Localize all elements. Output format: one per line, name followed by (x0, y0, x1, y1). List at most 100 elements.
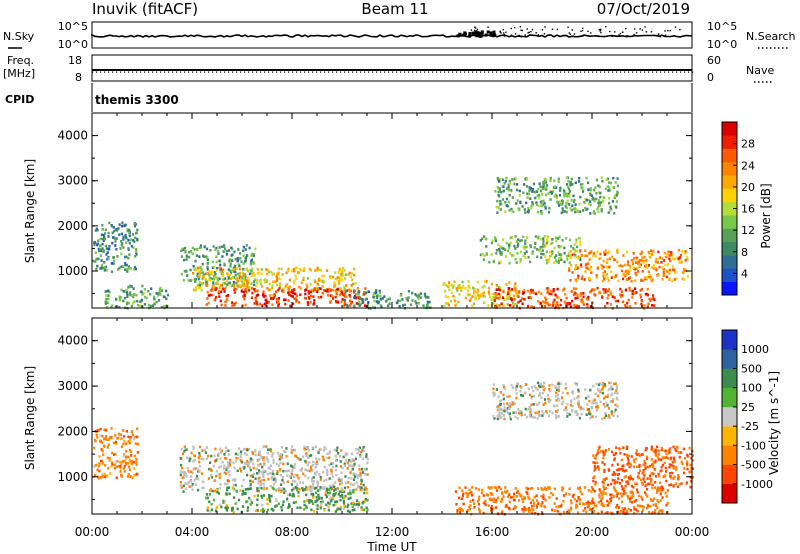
echo-cell (552, 288, 555, 291)
echo-cell (213, 271, 216, 274)
echo-cell (644, 276, 647, 279)
freq-trace (92, 69, 694, 73)
echo-cell (573, 207, 576, 210)
echo-cell (261, 503, 264, 507)
echo-cell (677, 451, 680, 454)
echo-cell (223, 453, 226, 456)
echo-cell (629, 497, 632, 501)
echo-cell (210, 454, 213, 458)
echo-cell (519, 494, 522, 498)
nave-point (536, 71, 538, 73)
echo-cell (244, 248, 247, 251)
echo-cell (481, 488, 484, 492)
echo-cell (376, 301, 380, 305)
echo-cell (310, 288, 313, 291)
echo-cell (277, 271, 280, 275)
echo-cell (287, 287, 290, 291)
echo-cell (258, 458, 261, 461)
ytick-label: 1000 (57, 264, 88, 278)
echo-cell (125, 461, 128, 465)
echo-cell (652, 264, 655, 267)
echo-cell (219, 503, 222, 507)
echo-cell (539, 245, 542, 249)
echo-cell (510, 496, 513, 499)
xlabel: Time UT (366, 540, 417, 554)
echo-cell (193, 248, 196, 251)
echo-cell (533, 291, 536, 295)
echo-cell (245, 279, 248, 282)
echo-cell (357, 448, 360, 451)
echo-cell (661, 509, 664, 512)
echo-cell (558, 256, 561, 260)
echo-cell (534, 196, 537, 200)
echo-cell (487, 504, 490, 507)
echo-cell (626, 301, 629, 305)
echo-cell (209, 249, 212, 252)
echo-cell (194, 286, 197, 289)
echo-cell (555, 254, 558, 257)
echo-cell (197, 275, 200, 278)
echo-cell (325, 478, 328, 481)
echo-cell (639, 469, 642, 472)
echo-cell (602, 196, 605, 199)
echo-cell (668, 257, 671, 261)
echo-cell (532, 508, 535, 512)
echo-cell (340, 487, 343, 490)
echo-cell (613, 196, 616, 199)
echo-cell (568, 202, 571, 206)
echo-cell (667, 457, 670, 460)
echo-cell (669, 475, 672, 478)
echo-cell (524, 508, 527, 511)
echo-cell (627, 260, 630, 263)
echo-cell (513, 303, 516, 306)
echo-cell (636, 504, 639, 507)
echo-cell (587, 489, 591, 492)
nave-point (172, 71, 174, 73)
nsearch-point (484, 33, 488, 37)
echo-cell (321, 500, 324, 504)
echo-cell (581, 275, 584, 278)
echo-cell (626, 494, 629, 498)
echo-cell (329, 496, 332, 499)
echo-cell (303, 508, 306, 511)
echo-cell (210, 270, 214, 273)
echo-cell (657, 486, 660, 489)
colorbar-segment (722, 161, 737, 176)
echo-cell (364, 486, 367, 490)
echo-cell (117, 268, 120, 271)
echo-cell (630, 289, 633, 293)
echo-cell (637, 471, 640, 475)
echo-cell (601, 279, 604, 283)
echo-cell (556, 296, 559, 299)
echo-cell (646, 477, 649, 480)
echo-cell (262, 472, 265, 476)
echo-cell (208, 493, 211, 496)
echo-cell (572, 247, 575, 250)
echo-cell (385, 299, 388, 303)
echo-cell (293, 466, 296, 469)
echo-cell (604, 487, 607, 490)
echo-cell (606, 301, 609, 305)
echo-cell (601, 493, 604, 497)
echo-cell (444, 289, 447, 293)
echo-cell (229, 264, 232, 268)
echo-cell (211, 260, 214, 264)
echo-cell (116, 437, 119, 440)
echo-cell (218, 290, 221, 293)
echo-cell (206, 262, 209, 265)
echo-cell (616, 177, 619, 180)
echo-cell (151, 304, 155, 307)
nsearch-point (467, 34, 471, 38)
echo-cell (526, 177, 529, 181)
echo-cell (610, 482, 613, 486)
echo-cell (573, 198, 576, 202)
echo-cell (598, 185, 601, 189)
echo-cell (157, 292, 160, 295)
echo-cell (557, 382, 560, 386)
echo-cell (339, 498, 342, 502)
echo-cell (343, 486, 347, 490)
echo-cell (524, 256, 527, 259)
echo-cell (312, 464, 315, 467)
echo-cell (501, 296, 505, 299)
echo-cell (634, 261, 638, 265)
